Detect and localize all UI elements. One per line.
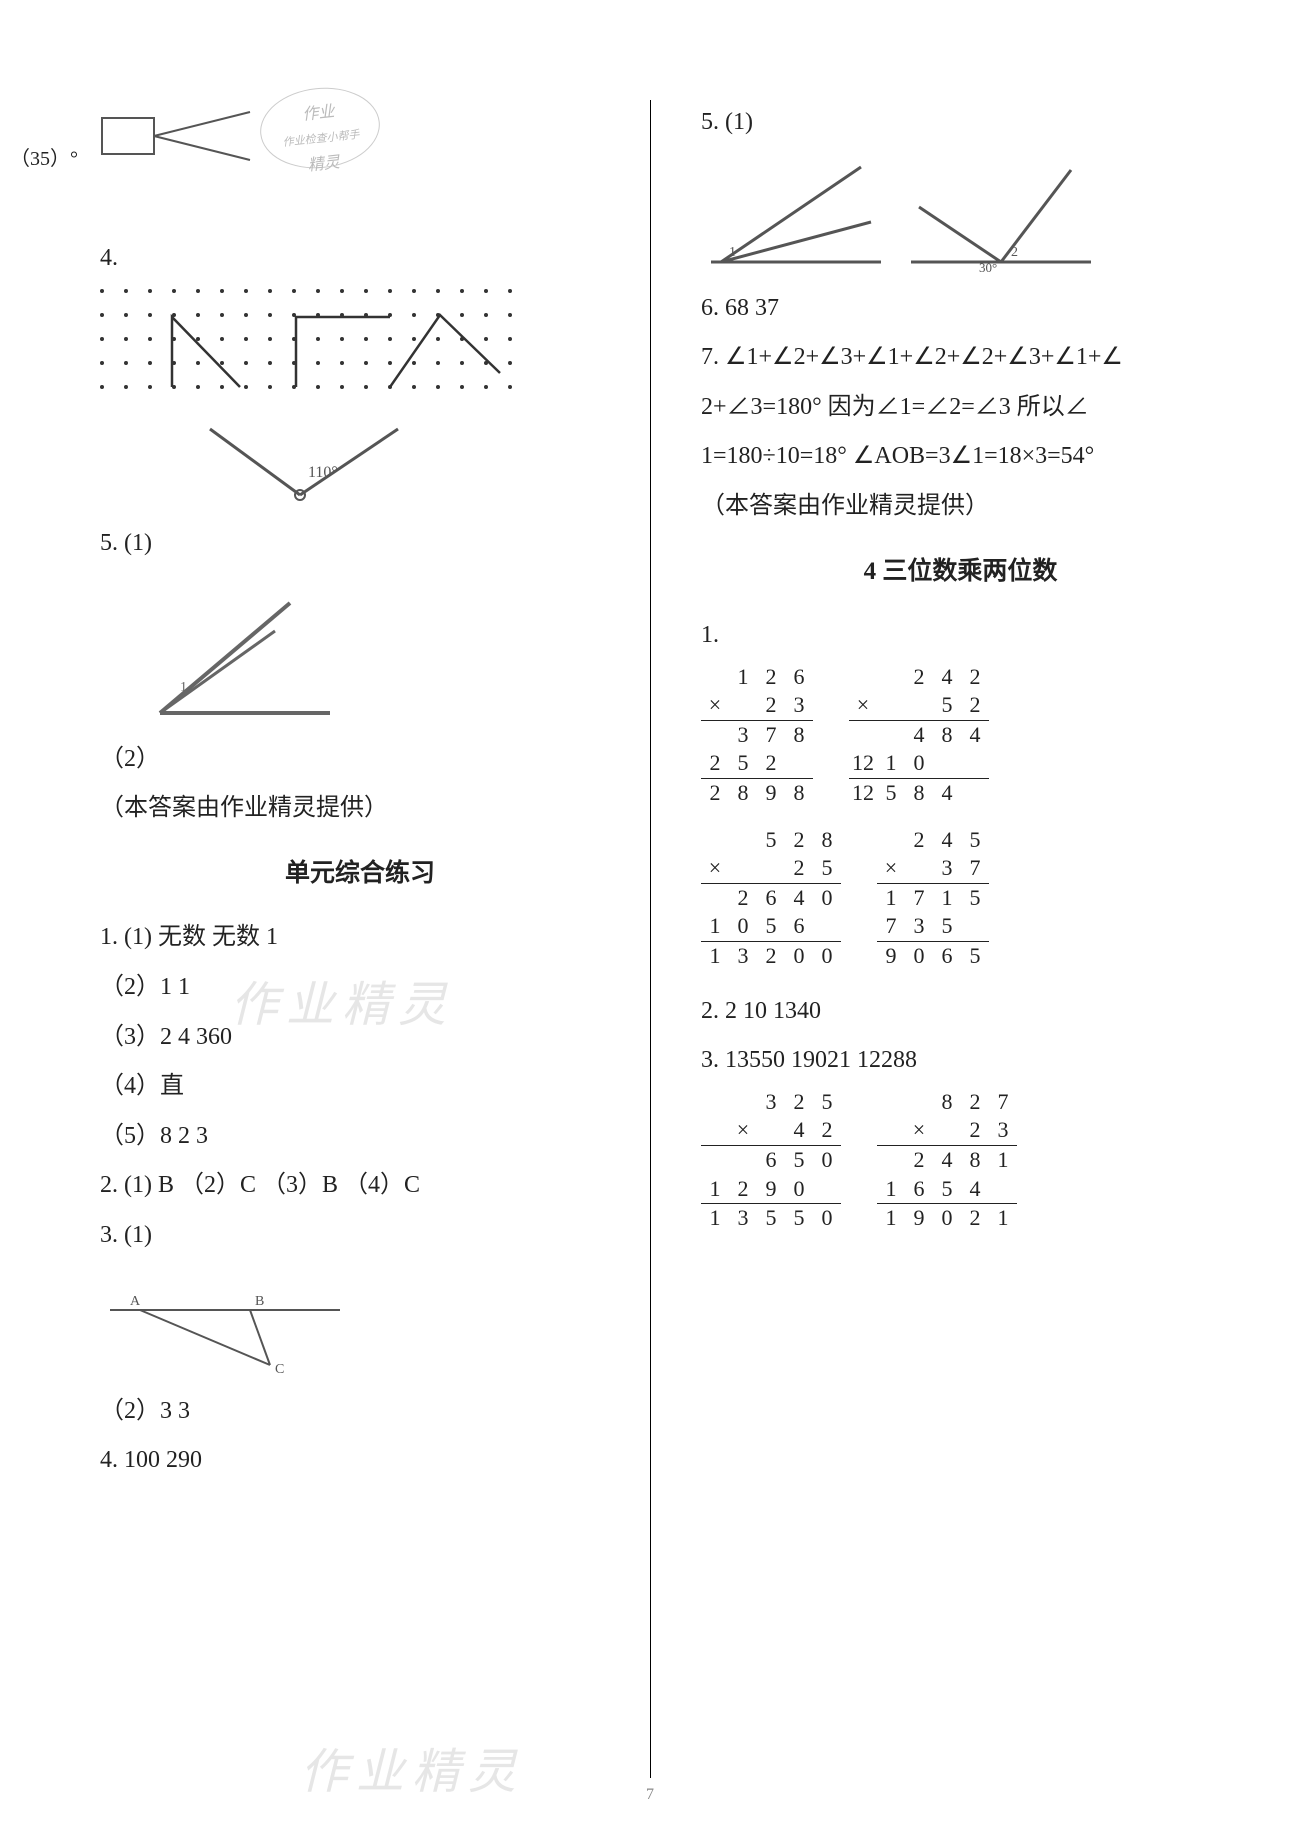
q1-4: （4）直: [100, 1064, 620, 1110]
mult-245x37: 245×3717157359065: [877, 826, 989, 971]
svg-text:2: 2: [1011, 245, 1018, 260]
mult-126x23: 126×233782522898: [701, 663, 813, 808]
svg-text:A: A: [130, 1294, 141, 1309]
left-column: （35）° 4. 110° 5. (1) 1: [80, 100, 640, 1778]
r-q7c: 1=180÷10=18° ∠AOB=3∠1=18×3=54°: [701, 434, 1220, 480]
mult-row-2: 528×252640105613200 245×3717157359065: [701, 826, 1220, 989]
q5-1-label: 5. (1): [100, 521, 620, 567]
r-q7a: 7. ∠1+∠2+∠3+∠1+∠2+∠2+∠3+∠1+∠: [701, 335, 1220, 381]
q1-3: （3）2 4 360: [100, 1015, 620, 1061]
q5-2-label: （2）: [100, 737, 620, 783]
q3-1-label: 3. (1): [100, 1213, 620, 1259]
section-4-title: 4 三位数乘两位数: [701, 548, 1220, 596]
mult-325x42: 325×42650129013550: [701, 1088, 841, 1233]
r-q7b: 2+∠3=180° 因为∠1=∠2=∠3 所以∠: [701, 385, 1220, 431]
mult-row-1: 126×233782522898 242×52484121012584: [701, 663, 1220, 826]
page: （35）° 4. 110° 5. (1) 1: [0, 0, 1300, 1838]
svg-text:B: B: [255, 1294, 264, 1309]
unit-review-title: 单元综合练习: [100, 850, 620, 898]
q4-label: 4.: [100, 236, 620, 282]
r-q6-line: 6. 68 37: [701, 286, 1220, 332]
provided-note-right: （本答案由作业精灵提供）: [701, 484, 1220, 530]
two-angles-figure: 1 2 30°: [701, 152, 1220, 272]
q1-1: 1. (1) 无数 无数 1: [100, 915, 620, 961]
mult-528x25: 528×252640105613200: [701, 826, 841, 971]
right-column: 5. (1) 1 2 30° 6. 68 37 7. ∠1+∠2+∠3+∠1+∠…: [661, 100, 1240, 1778]
angle-110-figure: 110°: [180, 417, 620, 507]
mult-242x52: 242×52484121012584: [849, 663, 989, 808]
page-number: 7: [646, 1780, 654, 1810]
svg-text:C: C: [275, 1362, 284, 1375]
svg-text:1: 1: [729, 245, 736, 260]
triangle-figure: A B C: [100, 1265, 620, 1375]
q1-5: （5）8 2 3: [100, 1114, 620, 1160]
q2-line: 2. (1) B （2）C （3）B （4）C: [100, 1163, 620, 1209]
r-q3-line: 3. 13550 19021 12288: [701, 1038, 1220, 1084]
provided-note-left: （本答案由作业精灵提供）: [100, 786, 620, 832]
svg-text:30°: 30°: [979, 260, 997, 272]
column-divider: [650, 100, 651, 1778]
mult-row-3: 325×42650129013550 827×232481165419021: [701, 1088, 1220, 1251]
r-q5-label: 5. (1): [701, 100, 1220, 146]
q4b-line: 4. 100 290: [100, 1438, 620, 1484]
svg-text:1: 1: [180, 680, 187, 695]
r-q1-label: 1.: [701, 613, 1220, 659]
svg-text:110°: 110°: [308, 464, 338, 481]
dot-grid-figure: [100, 289, 520, 399]
narrow-angle-figure: 1: [130, 573, 620, 723]
q1-2: （2）1 1: [100, 965, 620, 1011]
r-q2-line: 2. 2 10 1340: [701, 989, 1220, 1035]
angle-35-label: （35）°: [10, 148, 78, 170]
q3-2-line: （2）3 3: [100, 1389, 620, 1435]
mult-827x23: 827×232481165419021: [877, 1088, 1017, 1233]
